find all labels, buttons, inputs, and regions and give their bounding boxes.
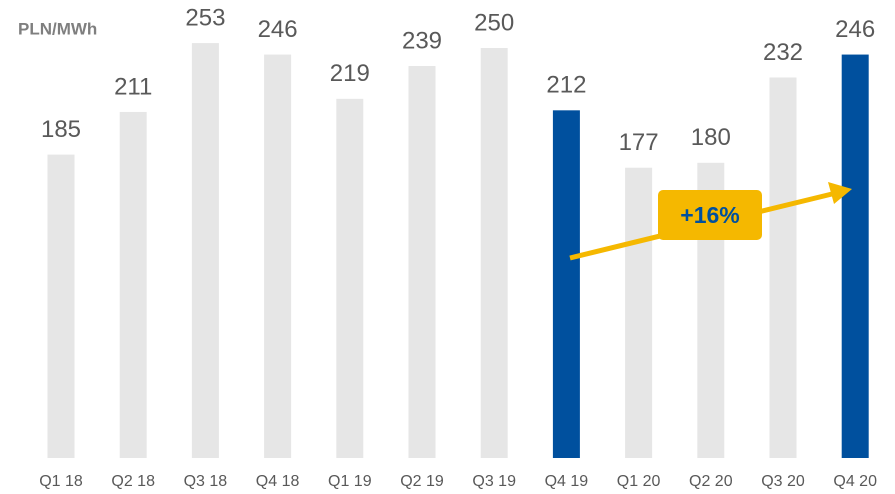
bar xyxy=(552,110,580,458)
value-label: 177 xyxy=(619,129,659,156)
bar xyxy=(336,98,364,458)
value-label: 212 xyxy=(546,72,586,99)
bar xyxy=(841,54,869,459)
unit-label: PLN/MWh xyxy=(18,19,97,38)
x-tick-label: Q3 18 xyxy=(184,473,228,490)
annotation-box xyxy=(658,190,762,240)
bar xyxy=(480,48,508,458)
value-label: 185 xyxy=(41,116,81,143)
x-tick-label: Q4 18 xyxy=(256,473,300,490)
value-label: 250 xyxy=(474,9,514,36)
value-label: 219 xyxy=(330,60,370,87)
x-tick-label: Q2 18 xyxy=(111,473,155,490)
bar xyxy=(119,111,147,459)
value-label: 211 xyxy=(114,73,152,100)
value-label: 239 xyxy=(402,27,442,54)
growth-arrow-head xyxy=(828,182,852,204)
x-tick-label: Q1 20 xyxy=(617,473,661,490)
annotation-text: +16% xyxy=(680,202,739,228)
x-tick-label: Q1 18 xyxy=(39,473,83,490)
bar xyxy=(47,154,75,458)
x-tick-label: Q4 19 xyxy=(545,473,589,490)
value-label: 232 xyxy=(763,39,803,66)
bar xyxy=(625,167,653,458)
value-label: 246 xyxy=(258,16,298,43)
x-tick-label: Q3 19 xyxy=(472,473,516,490)
x-tick-label: Q2 20 xyxy=(689,473,733,490)
bar xyxy=(769,77,797,459)
x-tick-label: Q4 20 xyxy=(833,473,877,490)
x-tick-label: Q1 19 xyxy=(328,473,372,490)
bar xyxy=(191,43,219,459)
growth-annotation: +16% xyxy=(569,182,852,261)
x-tick-label: Q2 19 xyxy=(400,473,444,490)
bar xyxy=(408,66,436,458)
value-label: 180 xyxy=(691,124,731,151)
bar xyxy=(264,54,292,459)
value-label: 246 xyxy=(835,16,875,43)
x-tick-label: Q3 20 xyxy=(761,473,805,490)
bars: Q1 18 185 Q2 18 211 Q3 18 253 Q4 18 246 Q1 19 219… xyxy=(39,4,877,490)
value-label: 253 xyxy=(185,4,225,31)
